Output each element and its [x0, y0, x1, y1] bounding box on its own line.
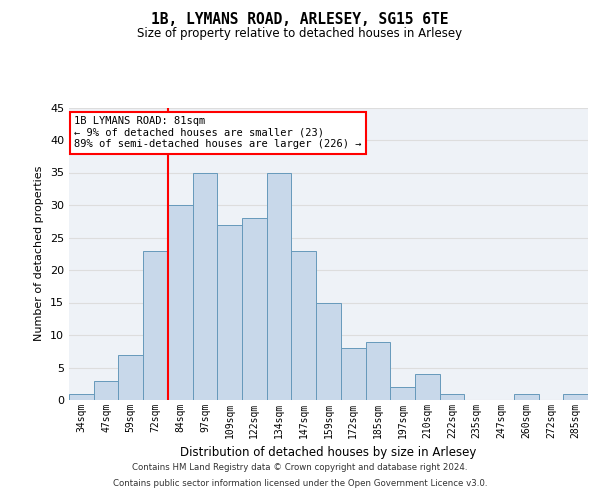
Bar	[316, 302, 341, 400]
Text: Contains HM Land Registry data © Crown copyright and database right 2024.: Contains HM Land Registry data © Crown c…	[132, 464, 468, 472]
Bar	[563, 394, 588, 400]
Bar	[94, 380, 118, 400]
Bar	[168, 205, 193, 400]
Text: Contains public sector information licensed under the Open Government Licence v3: Contains public sector information licen…	[113, 478, 487, 488]
Text: 1B, LYMANS ROAD, ARLESEY, SG15 6TE: 1B, LYMANS ROAD, ARLESEY, SG15 6TE	[151, 12, 449, 28]
Bar	[415, 374, 440, 400]
Bar	[440, 394, 464, 400]
Bar	[69, 394, 94, 400]
Bar	[217, 224, 242, 400]
Bar	[514, 394, 539, 400]
Y-axis label: Number of detached properties: Number of detached properties	[34, 166, 44, 342]
Bar	[242, 218, 267, 400]
Bar	[390, 387, 415, 400]
Bar	[365, 342, 390, 400]
Bar	[341, 348, 365, 400]
X-axis label: Distribution of detached houses by size in Arlesey: Distribution of detached houses by size …	[181, 446, 476, 460]
Bar	[193, 172, 217, 400]
Bar	[292, 250, 316, 400]
Text: Size of property relative to detached houses in Arlesey: Size of property relative to detached ho…	[137, 28, 463, 40]
Text: 1B LYMANS ROAD: 81sqm
← 9% of detached houses are smaller (23)
89% of semi-detac: 1B LYMANS ROAD: 81sqm ← 9% of detached h…	[74, 116, 362, 150]
Bar	[118, 354, 143, 400]
Bar	[267, 172, 292, 400]
Bar	[143, 250, 168, 400]
